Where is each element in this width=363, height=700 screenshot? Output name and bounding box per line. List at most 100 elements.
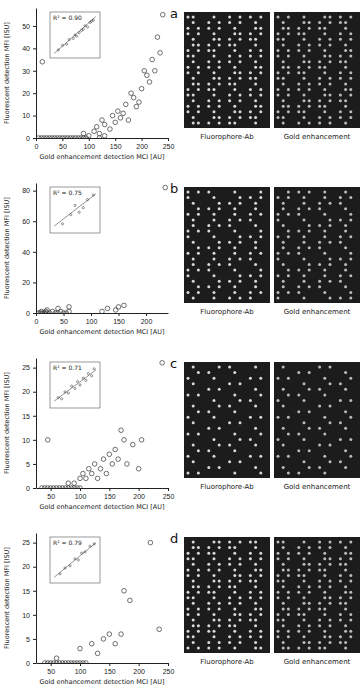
- array-spot: [207, 246, 210, 249]
- array-spot: [249, 630, 252, 633]
- point: [89, 641, 94, 646]
- point: [67, 305, 72, 310]
- array-spot: [339, 580, 342, 583]
- array-spot: [228, 366, 231, 369]
- tick-label: 100: [83, 143, 95, 150]
- tick-mark: [33, 71, 36, 72]
- array-spot: [197, 105, 200, 108]
- array-spot: [259, 416, 262, 419]
- array-spot: [197, 110, 200, 113]
- tick-label: 0: [35, 143, 39, 150]
- array-spot: [254, 541, 257, 544]
- image-caption: Fluorophore-Ab: [200, 308, 254, 316]
- array-spot: [339, 421, 342, 424]
- array-spot: [344, 66, 347, 69]
- tick: 40: [22, 45, 36, 52]
- array-spot: [228, 55, 231, 58]
- array-spot: [287, 191, 290, 194]
- array-spot: [297, 371, 300, 374]
- array-spot: [218, 580, 221, 583]
- array-spot: [249, 252, 252, 255]
- array-spot: [254, 43, 257, 46]
- array-spot: [287, 49, 290, 52]
- array-spot: [233, 230, 236, 233]
- tick-mark: [33, 416, 36, 417]
- array-spot: [192, 241, 195, 244]
- array-spot: [277, 88, 280, 91]
- array-spot: [287, 235, 290, 238]
- point: [81, 131, 86, 136]
- array-spot: [218, 224, 221, 227]
- image-caption: Fluorophore-Ab: [200, 658, 254, 666]
- array-spot: [344, 546, 347, 549]
- array-spot: [303, 557, 306, 560]
- fit-line: [54, 370, 96, 401]
- tick: 20: [22, 279, 36, 286]
- array-spot: [249, 377, 252, 380]
- tick: 15: [22, 413, 36, 420]
- array-spot: [218, 546, 221, 549]
- array-spot: [297, 110, 300, 113]
- array-spot: [297, 49, 300, 52]
- array-spot: [308, 602, 311, 605]
- array-spot: [197, 568, 200, 571]
- array-spot: [249, 257, 252, 260]
- array-spot: [287, 472, 290, 475]
- array-spot: [277, 455, 280, 458]
- array-spot: [239, 99, 242, 102]
- array-spot: [277, 596, 280, 599]
- points: [36, 185, 167, 313]
- scatter-panel: 05010015020025001020304050Gold enhanceme…: [3, 6, 178, 161]
- array-spot: [249, 196, 252, 199]
- array-spot: [344, 624, 347, 627]
- array-spot: [282, 116, 285, 119]
- point: [157, 627, 162, 632]
- array-spot: [218, 388, 221, 391]
- array-spot: [254, 647, 257, 650]
- array-spot: [207, 43, 210, 46]
- array-spot: [207, 388, 210, 391]
- inset-point: [77, 559, 79, 561]
- array-spot: [228, 602, 231, 605]
- array-spot: [323, 613, 326, 616]
- tick-mark: [33, 48, 36, 49]
- scatter-panel: 050100150200020406080Gold enhancement de…: [3, 181, 178, 336]
- array-image: Fluorophore-AbGold enhancement: [184, 362, 360, 491]
- array-spot: [259, 591, 262, 594]
- array-spot: [218, 105, 221, 108]
- array-spot: [308, 410, 311, 413]
- point: [116, 305, 121, 310]
- array-spot: [254, 122, 257, 125]
- array-spot: [308, 552, 311, 555]
- tick-label: 25: [22, 364, 30, 371]
- array-spot: [287, 230, 290, 233]
- tick-mark: [62, 138, 63, 141]
- array-spot: [249, 88, 252, 91]
- array-spot: [349, 541, 352, 544]
- inset-point: [89, 545, 91, 547]
- array-spot: [287, 71, 290, 74]
- array-spot: [277, 541, 280, 544]
- array-spot: [197, 546, 200, 549]
- array-spot: [308, 585, 311, 588]
- point: [108, 127, 113, 132]
- array-spot: [249, 552, 252, 555]
- array-spot: [323, 71, 326, 74]
- point: [113, 641, 118, 646]
- array-spot: [282, 82, 285, 85]
- array-spot: [254, 388, 257, 391]
- array-spot: [323, 230, 326, 233]
- array-spot: [323, 49, 326, 52]
- array-spot: [254, 280, 257, 283]
- array-spot: [282, 546, 285, 549]
- array-spot: [233, 191, 236, 194]
- array-spot: [282, 647, 285, 650]
- array-spot: [329, 585, 332, 588]
- array-spot: [207, 285, 210, 288]
- array-spot: [228, 43, 231, 46]
- array-spot: [192, 624, 195, 627]
- tick-label: 15: [22, 413, 30, 420]
- array-spot: [349, 16, 352, 19]
- tick: 30: [22, 67, 36, 74]
- inset-point: [81, 552, 83, 554]
